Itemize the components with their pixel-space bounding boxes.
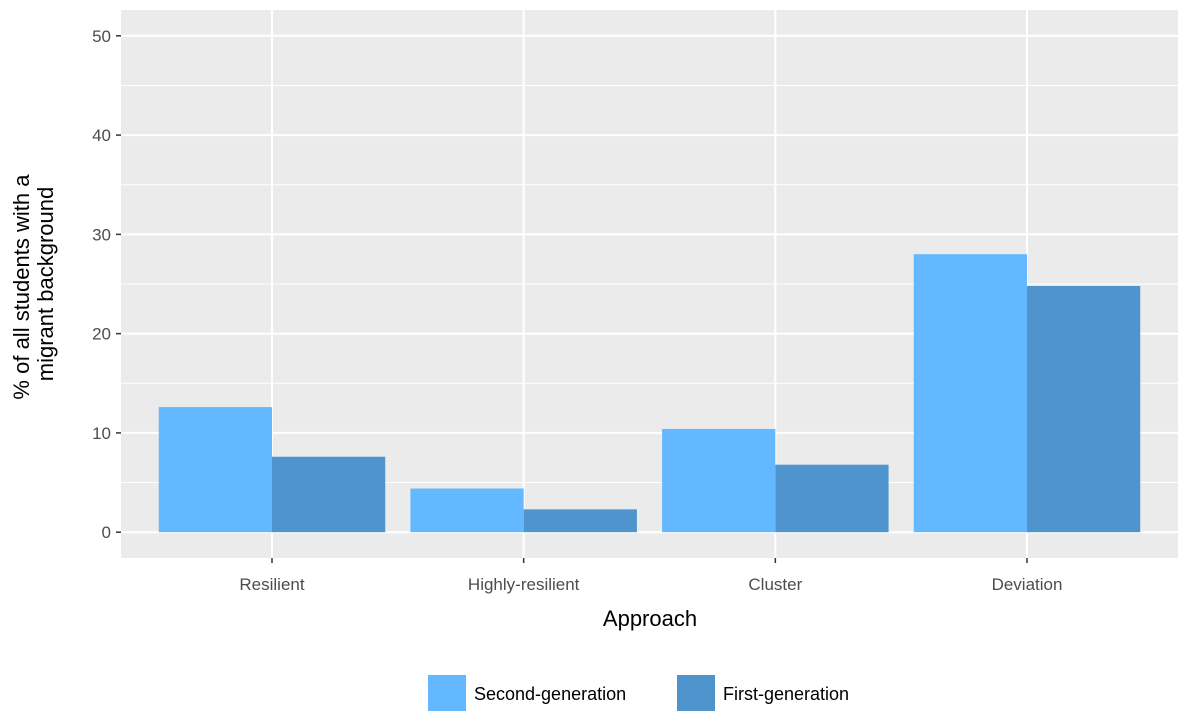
y-axis-title-line-1: % of all students with a	[9, 174, 34, 400]
bar-second-generation-cluster	[662, 428, 776, 533]
x-axis-title: Approach	[603, 606, 697, 631]
y-tick-label: 20	[92, 325, 111, 344]
x-axis: Resilient Highly-resilient Cluster Deviatio…	[239, 558, 1062, 594]
legend-label-second-generation: Second-generation	[474, 684, 626, 704]
y-tick-label: 50	[92, 27, 111, 46]
bar-first-generation-resilient	[272, 456, 386, 533]
bars-layer	[158, 254, 1141, 533]
y-tick-label: 10	[92, 424, 111, 443]
x-tick-label: Deviation	[992, 575, 1063, 594]
y-tick-label: 30	[92, 225, 111, 244]
y-tick-label: 0	[102, 523, 111, 542]
legend: Second-generation First-generation	[428, 675, 849, 711]
y-axis-title: % of all students with a migrant backgro…	[9, 168, 58, 399]
x-tick-label: Resilient	[239, 575, 304, 594]
bar-first-generation-cluster	[775, 464, 889, 533]
bar-first-generation-deviation	[1027, 285, 1141, 533]
bar-second-generation-highly-resilient	[410, 488, 524, 533]
x-tick-label: Cluster	[748, 575, 802, 594]
y-axis: 0 10 20 30 40 50	[92, 27, 121, 542]
legend-swatch-second-generation	[428, 675, 466, 711]
y-tick-label: 40	[92, 126, 111, 145]
legend-swatch-first-generation	[677, 675, 715, 711]
bar-first-generation-highly-resilient	[523, 509, 637, 533]
y-axis-title-line-2: migrant background	[33, 187, 58, 381]
bar-second-generation-deviation	[913, 254, 1027, 533]
bar-second-generation-resilient	[158, 407, 272, 533]
legend-label-first-generation: First-generation	[723, 684, 849, 704]
x-tick-label: Highly-resilient	[468, 575, 580, 594]
